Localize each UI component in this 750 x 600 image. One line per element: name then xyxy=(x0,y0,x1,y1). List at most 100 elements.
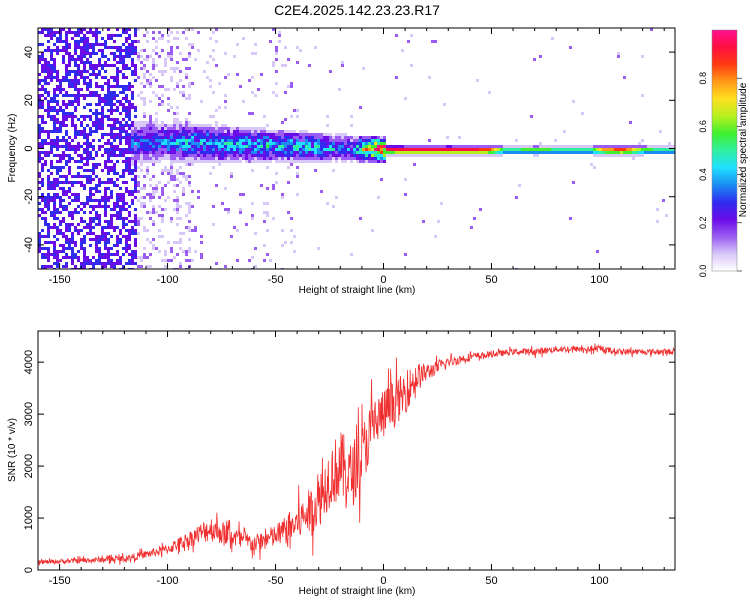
heatmap-cell xyxy=(149,142,152,145)
heatmap-cell xyxy=(209,172,212,175)
heatmap-cell xyxy=(179,121,182,124)
heatmap-cell xyxy=(98,184,101,187)
heatmap-cell xyxy=(233,136,236,139)
heatmap-cell xyxy=(65,49,68,52)
heatmap-cell xyxy=(107,64,110,67)
heatmap-cell xyxy=(203,127,206,130)
heatmap-cell xyxy=(47,130,50,133)
heatmap-cell xyxy=(161,145,164,148)
heatmap-cell xyxy=(128,166,131,169)
heatmap-cell xyxy=(425,154,428,157)
heatmap-cell xyxy=(299,154,302,157)
heatmap-cell xyxy=(110,37,113,40)
heatmap-cell xyxy=(143,112,146,115)
heatmap-cell xyxy=(203,157,206,160)
heatmap-cell xyxy=(170,139,173,142)
heatmap-cell xyxy=(623,145,626,148)
heatmap-cell xyxy=(236,154,239,157)
heatmap-cell xyxy=(128,52,131,55)
heatmap-cell xyxy=(341,133,344,136)
heatmap-cell xyxy=(131,70,134,73)
heatmap-cell xyxy=(134,244,137,247)
heatmap-cell xyxy=(611,151,614,154)
heatmap-cell xyxy=(209,136,212,139)
heatmap-cell xyxy=(44,235,47,238)
heatmap-cell xyxy=(119,91,122,94)
heatmap-cell xyxy=(95,64,98,67)
heatmap-cell xyxy=(179,70,182,73)
heatmap-cell xyxy=(608,145,611,148)
heatmap-cell xyxy=(341,157,344,160)
heatmap-cell xyxy=(266,187,269,190)
heatmap-cell xyxy=(188,181,191,184)
heatmap-cell xyxy=(140,259,143,262)
heatmap-cell xyxy=(329,136,332,139)
heatmap-cell xyxy=(326,154,329,157)
heatmap-cell xyxy=(86,196,89,199)
heatmap-cell xyxy=(218,160,221,163)
heatmap-cell xyxy=(176,208,179,211)
heatmap-cell xyxy=(212,58,215,61)
heatmap-cell xyxy=(509,151,512,154)
heatmap-cell xyxy=(377,154,380,157)
heatmap-cell xyxy=(356,154,359,157)
heatmap-cell xyxy=(107,166,110,169)
heatmap-cell xyxy=(92,70,95,73)
heatmap-cell xyxy=(44,223,47,226)
heatmap-cell xyxy=(68,142,71,145)
heatmap-cell xyxy=(131,145,134,148)
heatmap-cell xyxy=(140,97,143,100)
heatmap-cell xyxy=(623,76,626,79)
heatmap-cell xyxy=(152,121,155,124)
heatmap-cell xyxy=(197,145,200,148)
heatmap-cell xyxy=(53,196,56,199)
heatmap-cell xyxy=(116,211,119,214)
heatmap-cell xyxy=(275,49,278,52)
heatmap-cell xyxy=(500,154,503,157)
spectrogram-y-label: Frequency (Hz) xyxy=(7,114,18,183)
heatmap-cell xyxy=(182,127,185,130)
heatmap-cell xyxy=(338,145,341,148)
y-tick-label: -40 xyxy=(23,237,35,253)
heatmap-cell xyxy=(59,124,62,127)
heatmap-cell xyxy=(350,139,353,142)
heatmap-cell xyxy=(185,163,188,166)
heatmap-cell xyxy=(338,154,341,157)
heatmap-cell xyxy=(86,142,89,145)
heatmap-cell xyxy=(218,157,221,160)
heatmap-cell xyxy=(155,145,158,148)
heatmap-cell xyxy=(131,85,134,88)
heatmap-cell xyxy=(131,190,134,193)
heatmap-cell xyxy=(335,196,338,199)
heatmap-cell xyxy=(107,187,110,190)
heatmap-cell xyxy=(614,145,617,148)
heatmap-cell xyxy=(512,148,515,151)
heatmap-cell xyxy=(113,181,116,184)
heatmap-cell xyxy=(47,133,50,136)
heatmap-cell xyxy=(47,247,50,250)
heatmap-cell xyxy=(89,115,92,118)
heatmap-cell xyxy=(143,175,146,178)
heatmap-cell xyxy=(353,142,356,145)
heatmap-cell xyxy=(191,142,194,145)
heatmap-cell xyxy=(113,118,116,121)
heatmap-cell xyxy=(56,121,59,124)
heatmap-cell xyxy=(272,151,275,154)
heatmap-cell xyxy=(242,142,245,145)
heatmap-cell xyxy=(152,190,155,193)
heatmap-cell xyxy=(83,94,86,97)
heatmap-cell xyxy=(209,151,212,154)
heatmap-cell xyxy=(125,133,128,136)
heatmap-cell xyxy=(47,235,50,238)
heatmap-cell xyxy=(329,133,332,136)
heatmap-cell xyxy=(119,211,122,214)
heatmap-cell xyxy=(197,139,200,142)
heatmap-cell xyxy=(131,202,134,205)
heatmap-cell xyxy=(83,34,86,37)
heatmap-cell xyxy=(266,154,269,157)
heatmap-cell xyxy=(86,175,89,178)
heatmap-cell xyxy=(119,196,122,199)
heatmap-cell xyxy=(53,166,56,169)
heatmap-cell xyxy=(272,130,275,133)
heatmap-cell xyxy=(125,106,128,109)
